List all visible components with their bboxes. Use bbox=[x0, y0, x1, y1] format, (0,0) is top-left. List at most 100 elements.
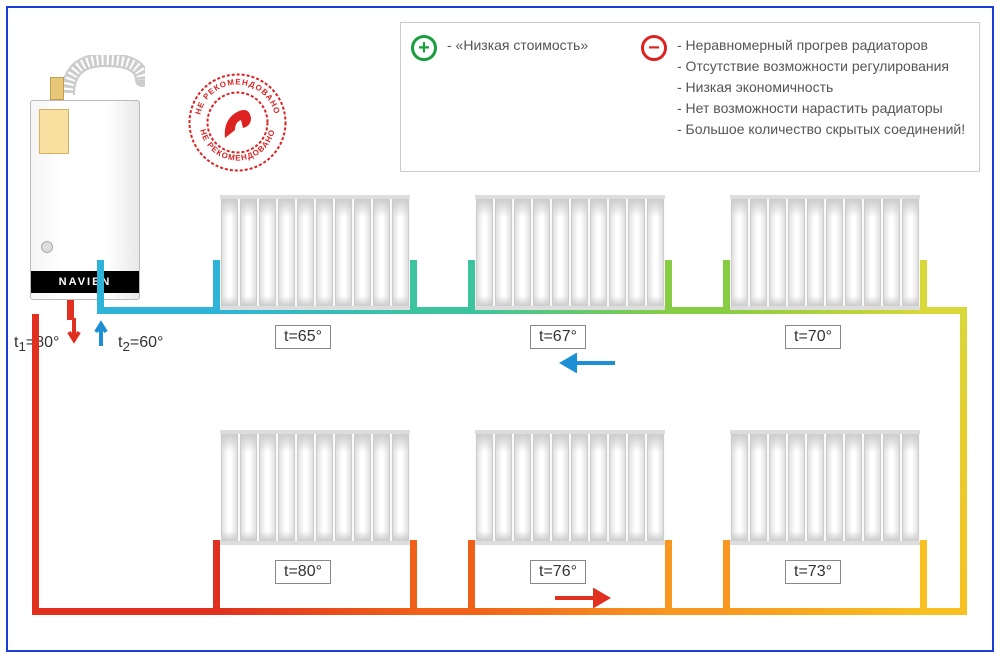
return-temp-label: t2=60° bbox=[118, 334, 163, 354]
radiator-fin bbox=[495, 199, 512, 306]
radiator-fin bbox=[807, 434, 824, 541]
cons-item: - Отсутствие возможности регулирования bbox=[677, 56, 965, 77]
radiator-fin bbox=[883, 434, 900, 541]
radiator-fin bbox=[571, 199, 588, 306]
radiator-fin bbox=[533, 199, 550, 306]
radiator-fin bbox=[476, 434, 493, 541]
supply-temp-label: t1=80° bbox=[14, 334, 59, 354]
return-flow-arrow-icon bbox=[555, 353, 615, 373]
radiator-fin bbox=[259, 199, 276, 306]
radiator-fin bbox=[552, 434, 569, 541]
radiator-body bbox=[220, 195, 410, 310]
boiler-hot-arrow-icon bbox=[67, 318, 81, 346]
radiator-fin bbox=[335, 199, 352, 306]
radiator-bottom-3 bbox=[730, 430, 920, 545]
radiator-fin bbox=[335, 434, 352, 541]
radiator-fin bbox=[864, 434, 881, 541]
flex-pipe-icon bbox=[60, 55, 145, 95]
radiator-fin bbox=[845, 199, 862, 306]
radiator-top-2 bbox=[475, 195, 665, 310]
boiler-panel bbox=[39, 109, 69, 154]
radiator-fin bbox=[259, 434, 276, 541]
cons-item: - Неравномерный прогрев радиаторов bbox=[677, 35, 965, 56]
boiler-cold-arrow-icon bbox=[94, 318, 108, 346]
radiator-fin bbox=[316, 199, 333, 306]
boiler-chimney bbox=[50, 77, 64, 100]
radiator-fin bbox=[883, 199, 900, 306]
radiator-fin bbox=[731, 434, 748, 541]
temp-box-bottom-3: t=73° bbox=[785, 560, 841, 584]
radiator-fin bbox=[750, 434, 767, 541]
radiator-bottom-1 bbox=[220, 430, 410, 545]
radiator-fin bbox=[826, 199, 843, 306]
radiator-fin bbox=[354, 434, 371, 541]
radiator-fin bbox=[278, 434, 295, 541]
radiator-fin bbox=[609, 434, 626, 541]
boiler-brand-label: NAVIEN bbox=[31, 271, 139, 293]
radiator-fin bbox=[571, 434, 588, 541]
radiator-fin bbox=[628, 434, 645, 541]
radiator-top-1 bbox=[220, 195, 410, 310]
radiator-fin bbox=[514, 434, 531, 541]
radiator-fin bbox=[354, 199, 371, 306]
radiator-fin bbox=[533, 434, 550, 541]
temp-box-top-2: t=67° bbox=[530, 325, 586, 349]
cons-text: - Неравномерный прогрев радиаторов - Отс… bbox=[677, 35, 965, 159]
radiator-fin bbox=[221, 199, 238, 306]
radiator-fin bbox=[392, 434, 409, 541]
radiator-fin bbox=[647, 199, 664, 306]
boiler: NAVIEN bbox=[30, 100, 140, 315]
radiator-fin bbox=[750, 199, 767, 306]
radiator-fin bbox=[769, 199, 786, 306]
radiator-fin bbox=[297, 434, 314, 541]
radiator-fin bbox=[552, 199, 569, 306]
radiator-fin bbox=[788, 434, 805, 541]
cons-item: - Нет возможности нарастить радиаторы bbox=[677, 98, 965, 119]
radiator-body bbox=[220, 430, 410, 545]
radiator-fin bbox=[476, 199, 493, 306]
radiator-fin bbox=[392, 199, 409, 306]
supply-flow-arrow-icon bbox=[555, 588, 615, 608]
pros-item: - «Низкая стоимость» bbox=[447, 35, 588, 56]
radiator-fin bbox=[628, 199, 645, 306]
radiator-fin bbox=[902, 434, 919, 541]
radiator-fin bbox=[278, 199, 295, 306]
legend-pros-col: + - «Низкая стоимость» bbox=[411, 35, 641, 159]
radiator-fin bbox=[297, 199, 314, 306]
minus-icon: − bbox=[641, 35, 667, 61]
temp-box-bottom-1: t=80° bbox=[275, 560, 331, 584]
radiator-fin bbox=[373, 434, 390, 541]
radiator-fin bbox=[807, 199, 824, 306]
cons-item: - Низкая экономичность bbox=[677, 77, 965, 98]
legend-box: + - «Низкая стоимость» − - Неравномерный… bbox=[400, 22, 980, 172]
svg-text:НЕ РЕКОМЕНДОВАНО: НЕ РЕКОМЕНДОВАНО bbox=[193, 77, 281, 115]
radiator-fin bbox=[240, 199, 257, 306]
radiator-body bbox=[730, 195, 920, 310]
radiator-body bbox=[475, 430, 665, 545]
pros-text: - «Низкая стоимость» bbox=[447, 35, 588, 159]
radiator-fin bbox=[826, 434, 843, 541]
not-recommended-stamp: НЕ РЕКОМЕНДОВАНО НЕ РЕКОМЕНДОВАНО bbox=[185, 70, 290, 175]
radiator-fin bbox=[373, 199, 390, 306]
radiator-fin bbox=[864, 199, 881, 306]
radiator-top-3 bbox=[730, 195, 920, 310]
radiator-fin bbox=[221, 434, 238, 541]
radiator-fin bbox=[590, 199, 607, 306]
temp-box-top-1: t=65° bbox=[275, 325, 331, 349]
radiator-fin bbox=[731, 199, 748, 306]
radiator-fin bbox=[845, 434, 862, 541]
radiator-fin bbox=[514, 199, 531, 306]
temp-box-top-3: t=70° bbox=[785, 325, 841, 349]
radiator-body bbox=[730, 430, 920, 545]
radiator-fin bbox=[495, 434, 512, 541]
radiator-fin bbox=[769, 434, 786, 541]
boiler-switch bbox=[41, 241, 53, 253]
radiator-fin bbox=[902, 199, 919, 306]
temp-box-bottom-2: t=76° bbox=[530, 560, 586, 584]
radiator-fin bbox=[647, 434, 664, 541]
legend-cons-col: − - Неравномерный прогрев радиаторов - О… bbox=[641, 35, 969, 159]
cons-item: - Большое количество скрытых соединений! bbox=[677, 119, 965, 140]
radiator-fin bbox=[316, 434, 333, 541]
boiler-body: NAVIEN bbox=[30, 100, 140, 300]
radiator-body bbox=[475, 195, 665, 310]
